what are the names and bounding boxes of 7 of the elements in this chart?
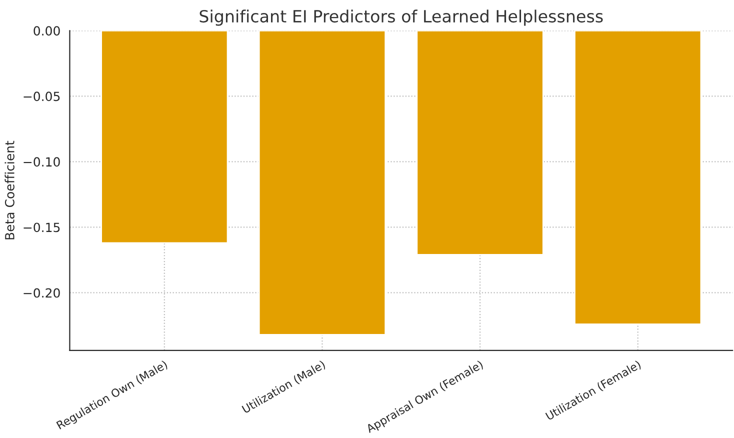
y-tick-label: −0.05 xyxy=(24,92,60,102)
y-tick-label: −0.15 xyxy=(24,222,60,232)
y-tick-label: 0.00 xyxy=(34,26,60,36)
y-tick-label: −0.20 xyxy=(24,288,60,298)
y-axis-title: Beta Coefficient xyxy=(4,140,14,240)
chart-title: Significant EI Predictors of Learned Helplessness xyxy=(200,10,603,26)
y-tick-label: −0.10 xyxy=(24,157,60,167)
